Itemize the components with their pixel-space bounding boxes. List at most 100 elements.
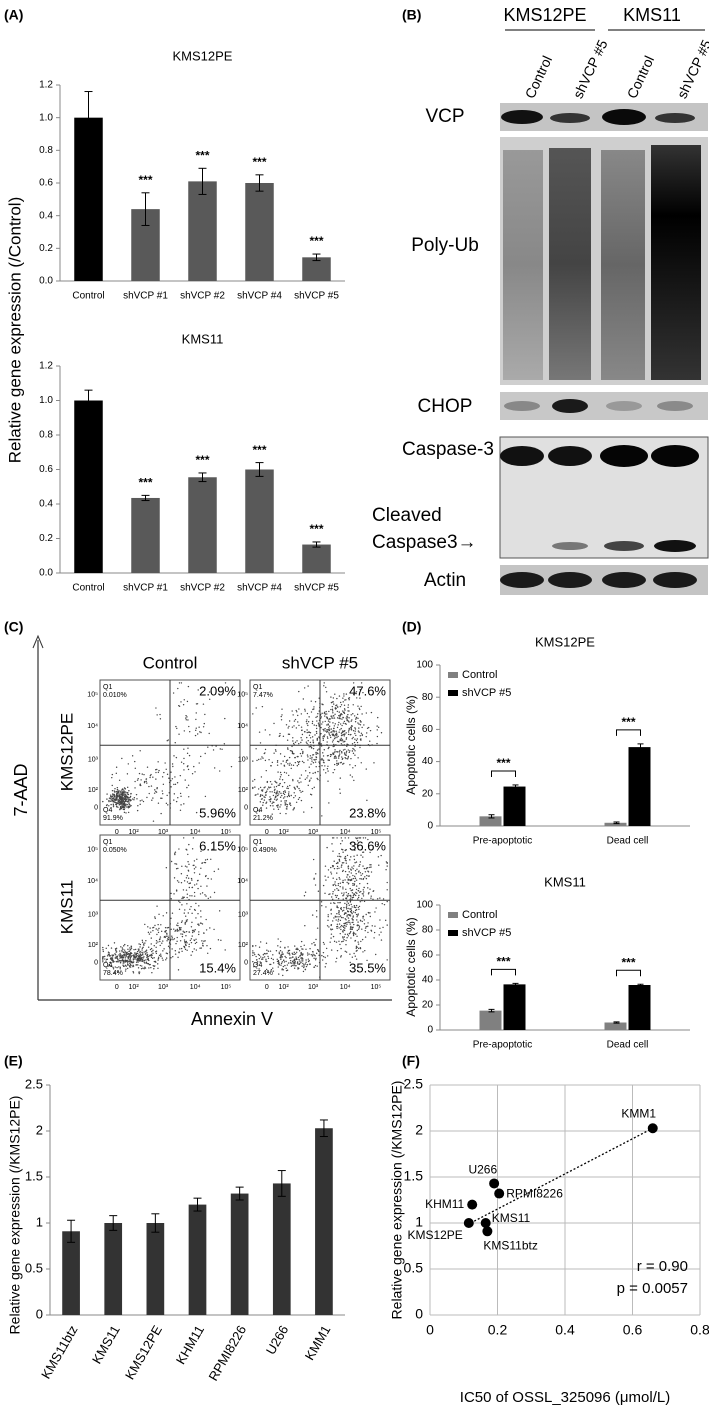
event-dot (197, 913, 198, 914)
event-dot (255, 945, 256, 946)
event-dot (180, 927, 181, 928)
event-dot (185, 916, 186, 917)
event-dot (338, 890, 339, 891)
event-dot (333, 715, 334, 716)
event-dot (345, 723, 346, 724)
event-dot (349, 728, 350, 729)
event-dot (361, 727, 362, 728)
event-dot (289, 803, 290, 804)
event-dot (315, 761, 316, 762)
event-dot (123, 945, 124, 946)
flow-x-tick: 0 (265, 984, 269, 991)
event-dot (333, 703, 334, 704)
event-dot (317, 771, 318, 772)
event-dot (129, 797, 130, 798)
event-dot (324, 749, 325, 750)
event-dot (196, 712, 197, 713)
chart-title: KMS12PE (173, 48, 233, 63)
event-dot (351, 906, 352, 907)
event-dot (335, 708, 336, 709)
y-tick-label: 0 (415, 1306, 423, 1322)
event-dot (315, 701, 316, 702)
event-dot (353, 780, 354, 781)
event-dot (338, 883, 339, 884)
x-tick-label: shVCP #2 (180, 583, 225, 594)
event-dot (359, 926, 360, 927)
event-dot (321, 723, 322, 724)
event-dot (295, 965, 296, 966)
event-dot (292, 961, 293, 962)
event-dot (324, 943, 325, 944)
event-dot (258, 759, 259, 760)
event-dot (336, 879, 337, 880)
event-dot (356, 947, 357, 948)
event-dot (339, 711, 340, 712)
quadrant-name: Q4 (103, 807, 112, 814)
event-dot (328, 802, 329, 803)
significance: *** (621, 715, 635, 729)
event-dot (360, 706, 361, 707)
event-dot (121, 950, 122, 951)
event-dot (312, 723, 313, 724)
event-dot (188, 864, 189, 865)
y-axis-label: Apoptotic cells (%) (404, 917, 418, 1016)
event-dot (371, 871, 372, 872)
event-dot (143, 951, 144, 952)
event-dot (132, 755, 133, 756)
event-dot (276, 805, 277, 806)
event-dot (112, 796, 113, 797)
y-tick-label: 0.6 (39, 178, 53, 189)
event-dot (188, 946, 189, 947)
event-dot (334, 717, 335, 718)
event-dot (286, 760, 287, 761)
event-dot (349, 859, 350, 860)
event-dot (170, 772, 171, 773)
event-dot (380, 855, 381, 856)
event-dot (315, 959, 316, 960)
event-dot (181, 922, 182, 923)
event-dot (330, 903, 331, 904)
event-dot (371, 895, 372, 896)
event-dot (200, 886, 201, 887)
event-dot (334, 941, 335, 942)
event-dot (301, 739, 302, 740)
event-dot (337, 924, 338, 925)
event-dot (280, 800, 281, 801)
event-dot (286, 761, 287, 762)
event-dot (370, 930, 371, 931)
event-dot (152, 958, 153, 959)
event-dot (352, 922, 353, 923)
event-dot (156, 934, 157, 935)
event-dot (302, 753, 303, 754)
event-dot (351, 727, 352, 728)
quadrant-name: Q1 (253, 684, 262, 691)
event-dot (342, 763, 343, 764)
bar (504, 787, 526, 826)
event-dot (127, 963, 128, 964)
event-dot (309, 746, 310, 747)
flow-y-tick: 10³ (88, 757, 99, 764)
event-dot (346, 693, 347, 694)
flow-y-tick: 10² (88, 942, 99, 949)
event-dot (303, 971, 304, 972)
event-dot (367, 922, 368, 923)
event-dot (359, 709, 360, 710)
event-dot (188, 769, 189, 770)
event-dot (350, 911, 351, 912)
event-dot (126, 960, 127, 961)
event-dot (348, 868, 349, 869)
event-dot (253, 952, 254, 953)
event-dot (284, 965, 285, 966)
event-dot (328, 914, 329, 915)
event-dot (137, 779, 138, 780)
event-dot (273, 795, 274, 796)
event-dot (254, 786, 255, 787)
event-dot (166, 940, 167, 941)
event-dot (367, 883, 368, 884)
event-dot (303, 811, 304, 812)
event-dot (265, 959, 266, 960)
event-dot (356, 855, 357, 856)
event-dot (252, 788, 253, 789)
event-dot (352, 875, 353, 876)
